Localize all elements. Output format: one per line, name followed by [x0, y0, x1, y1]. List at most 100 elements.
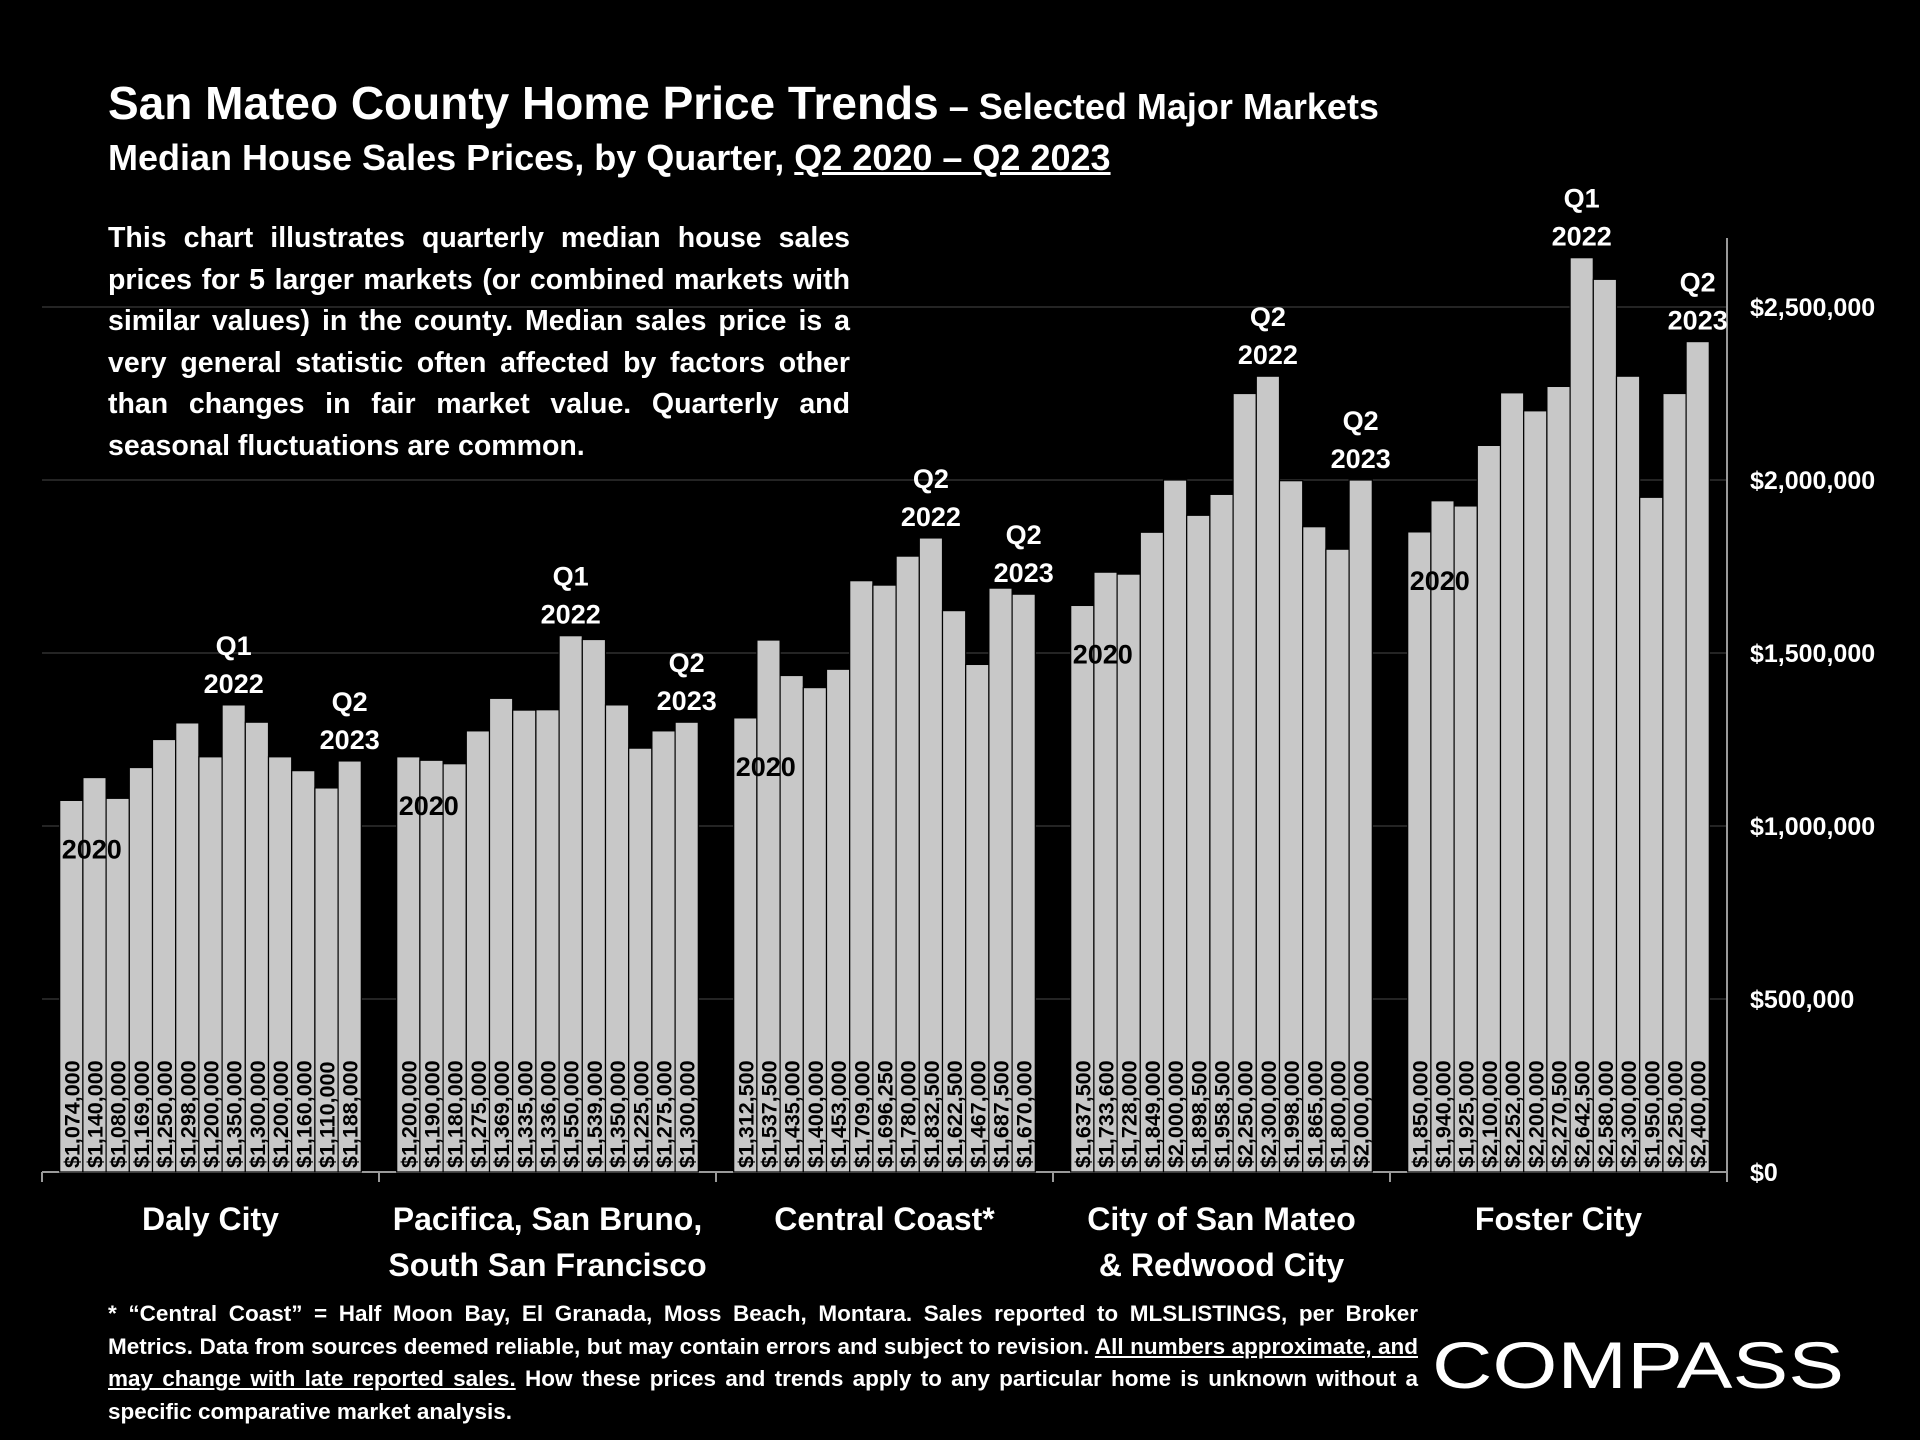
bar [1499, 392, 1525, 1173]
annotation-quarter: 2023 [994, 558, 1054, 588]
bar-value-label: $1,780,000 [897, 1060, 921, 1168]
annotation-2020: 2020 [736, 752, 796, 782]
category-label: South San Francisco [388, 1247, 706, 1283]
bar-value-label: $2,580,000 [1594, 1060, 1618, 1168]
annotation-2020: 2020 [62, 834, 122, 864]
bar-value-label: $1,160,000 [292, 1060, 316, 1168]
bar-value-label: $1,687,500 [990, 1060, 1014, 1168]
bar-value-label: $1,275,000 [653, 1060, 677, 1168]
bar-value-label: $2,000,000 [1164, 1060, 1188, 1168]
category-label: Daly City [142, 1201, 279, 1237]
annotation-quarter: Q1 [553, 562, 589, 592]
bar-value-label: $1,400,000 [804, 1060, 828, 1168]
bar-value-label: $1,539,000 [583, 1060, 607, 1168]
bar-value-label: $1,200,000 [397, 1060, 421, 1168]
bar-value-label: $2,270,500 [1548, 1060, 1572, 1168]
bar-value-label: $2,200,000 [1524, 1060, 1548, 1168]
bar-value-label: $1,180,000 [444, 1060, 468, 1168]
annotation-quarter: Q2 [1250, 302, 1286, 332]
bar-value-label: $1,190,000 [421, 1060, 445, 1168]
bar-value-label: $1,300,000 [676, 1060, 700, 1168]
bar-value-label: $1,940,000 [1432, 1060, 1456, 1168]
bar-value-label: $1,950,000 [1640, 1060, 1664, 1168]
bar-value-label: $1,300,000 [246, 1060, 270, 1168]
annotation-quarter: 2023 [1331, 444, 1391, 474]
bar-value-label: $2,400,000 [1687, 1060, 1711, 1168]
bar [674, 721, 699, 1173]
bar [1662, 392, 1687, 1173]
bar [1255, 375, 1281, 1173]
y-tick-label: $1,500,000 [1750, 640, 1875, 668]
category-label: Central Coast* [774, 1201, 995, 1237]
y-tick-label: $2,000,000 [1750, 467, 1875, 495]
bar-value-label: $1,550,000 [560, 1060, 584, 1168]
bar-value-label: $1,467,000 [966, 1060, 990, 1168]
bar-value-label: $1,080,000 [107, 1060, 131, 1168]
bar [337, 760, 362, 1173]
annotation-quarter: Q2 [1006, 520, 1042, 550]
bar-value-label: $2,000,000 [1350, 1060, 1374, 1168]
annotation-quarter: 2023 [1668, 306, 1728, 336]
bar-value-label: $1,898,500 [1187, 1060, 1211, 1168]
bar-value-label: $1,350,000 [223, 1060, 247, 1168]
bar [1523, 410, 1548, 1173]
subtitle: Median House Sales Prices, by Quarter, Q… [108, 130, 1468, 186]
y-tick-label: $1,000,000 [1750, 813, 1875, 841]
bar-value-label: $2,100,000 [1478, 1060, 1502, 1168]
bar-value-label: $1,670,000 [1013, 1060, 1037, 1168]
annotation-quarter: 2022 [541, 600, 601, 630]
footnote-text: * “Central Coast” = Half Moon Bay, El Gr… [108, 1301, 1418, 1359]
bar-value-label: $1,225,000 [629, 1060, 653, 1168]
annotation-quarter: 2022 [901, 502, 961, 532]
annotation-quarter: Q2 [913, 464, 949, 494]
bar [1348, 479, 1373, 1173]
bar-value-label: $1,696,250 [874, 1060, 898, 1168]
category-label: & Redwood City [1099, 1247, 1345, 1283]
footnote-underlined-text: All numbers approximate, and may change … [108, 1333, 1418, 1392]
bar [1232, 392, 1257, 1173]
bar-value-label: $2,642,500 [1571, 1060, 1595, 1168]
bar-value-label: $1,958,500 [1211, 1060, 1235, 1168]
annotation-quarter: Q1 [216, 631, 252, 661]
bar-value-label: $1,850,000 [1408, 1060, 1432, 1168]
y-tick-label: $0 [1750, 1159, 1778, 1187]
bar [1011, 593, 1036, 1173]
annotation-quarter: Q2 [332, 687, 368, 717]
subtitle-date-range: Q2 2020 – Q2 2023 [794, 137, 1111, 178]
bar-value-label: $1,200,000 [200, 1060, 224, 1168]
bar-value-label: $1,200,000 [269, 1060, 293, 1168]
bar-value-label: $1,925,000 [1455, 1060, 1479, 1168]
bar [1569, 257, 1594, 1173]
annotation-quarter: 2022 [1552, 222, 1612, 252]
bar-value-label: $1,335,000 [513, 1060, 537, 1168]
bar-value-label: $1,275,000 [467, 1060, 491, 1168]
annotation-quarter: 2022 [204, 669, 264, 699]
compass-logo: COMPASS [1432, 1328, 1844, 1402]
bar-value-label: $1,849,000 [1141, 1060, 1165, 1168]
compass-logo-text: COMPASS [1432, 1328, 1844, 1402]
annotation-2020: 2020 [1073, 639, 1133, 669]
annotation-quarter: 2023 [320, 725, 380, 755]
y-tick-label: $2,500,000 [1750, 294, 1875, 322]
bar-value-label: $1,865,000 [1303, 1060, 1327, 1168]
annotation-2020: 2020 [399, 791, 459, 821]
category-label: City of San Mateo [1087, 1201, 1355, 1237]
annotation-quarter: 2023 [657, 686, 717, 716]
footnote: * “Central Coast” = Half Moon Bay, El Gr… [108, 1298, 1418, 1428]
category-label: Pacifica, San Bruno, [393, 1201, 702, 1237]
bar-value-label: $1,336,000 [537, 1060, 561, 1168]
bar-value-label: $1,350,000 [606, 1060, 630, 1168]
bar-value-label: $1,709,000 [850, 1060, 874, 1168]
category-label: Foster City [1475, 1201, 1642, 1237]
title: San Mateo County Home Price Trends – Sel… [108, 76, 1468, 130]
bar-value-label: $1,832,500 [920, 1060, 944, 1168]
annotation-quarter: Q1 [1564, 184, 1600, 214]
bar-value-label: $2,300,000 [1257, 1060, 1281, 1168]
bar-value-label: $2,300,000 [1617, 1060, 1641, 1168]
bar-value-label: $2,250,000 [1234, 1060, 1258, 1168]
bar-value-label: $1,110,000 [316, 1062, 340, 1168]
bar-value-label: $1,312,500 [734, 1060, 758, 1168]
bar-value-label: $1,537,500 [758, 1060, 782, 1168]
title-secondary: Selected Major Markets [978, 86, 1379, 127]
